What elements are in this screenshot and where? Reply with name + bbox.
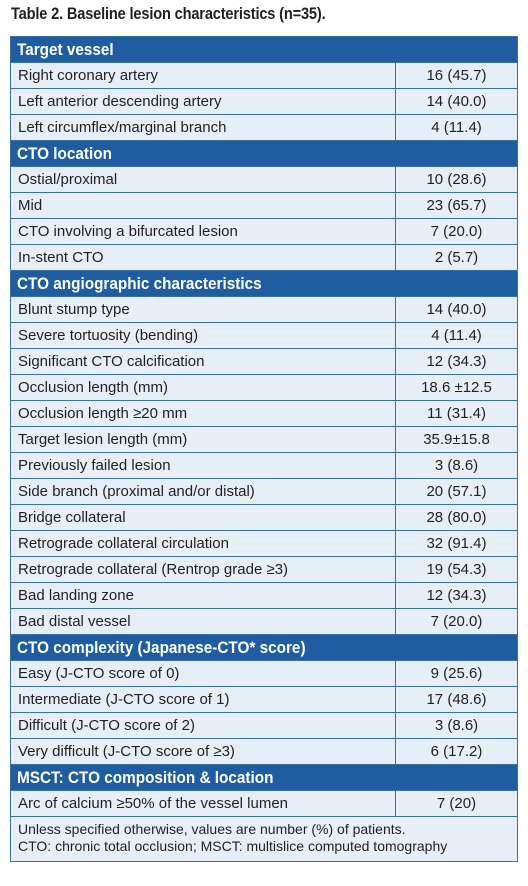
- row-label: Bad distal vessel: [18, 613, 131, 630]
- row-value: 7 (20): [395, 791, 517, 816]
- table-row: Right coronary artery 16 (45.7): [11, 63, 517, 88]
- row-label: In-stent CTO: [18, 249, 104, 266]
- row-value: 14 (40.0): [395, 89, 517, 114]
- footnote-line: CTO: chronic total occlusion; MSCT: mult…: [18, 838, 448, 854]
- table-row: Intermediate (J-CTO score of 1) 17 (48.6): [11, 687, 517, 712]
- section-header: CTO location: [11, 141, 517, 166]
- table-row: Target lesion length (mm) 35.9±15.8: [11, 427, 517, 452]
- row-value: 11 (31.4): [395, 401, 517, 426]
- table-footnote: Unless specified otherwise, values are n…: [11, 817, 517, 861]
- row-value: 7 (20.0): [395, 219, 517, 244]
- row-value: 16 (45.7): [395, 63, 517, 88]
- row-label: Blunt stump type: [18, 301, 130, 318]
- row-value: 23 (65.7): [395, 193, 517, 218]
- row-label: Mid: [18, 197, 43, 214]
- row-label: Very difficult (J-CTO score of ≥3): [18, 743, 235, 760]
- row-value: 4 (11.4): [395, 323, 517, 348]
- row-label: Previously failed lesion: [18, 457, 171, 474]
- section-title: CTO angiographic characteristics: [17, 274, 262, 293]
- table-caption: Table 2. Baseline lesion characteristics…: [11, 4, 326, 23]
- table-row: Bridge collateral 28 (80.0): [11, 505, 517, 530]
- table-row: Significant CTO calcification 12 (34.3): [11, 349, 517, 374]
- row-label: Bridge collateral: [18, 509, 126, 526]
- row-label: Occlusion length (mm): [18, 379, 169, 396]
- section-header: Target vessel: [11, 37, 517, 62]
- section-title: MSCT: CTO composition & location: [17, 768, 274, 787]
- row-value: 12 (34.3): [395, 349, 517, 374]
- section-header: CTO complexity (Japanese-CTO* score): [11, 635, 517, 660]
- row-value: 7 (20.0): [395, 609, 517, 634]
- table-row: Bad landing zone 12 (34.3): [11, 583, 517, 608]
- table-row: Previously failed lesion 3 (8.6): [11, 453, 517, 478]
- row-label: Ostial/proximal: [18, 171, 118, 188]
- lesion-characteristics-table: Target vessel Right coronary artery 16 (45…: [10, 36, 518, 862]
- table-row: Left circumflex/marginal branch 4 (11.4): [11, 115, 517, 140]
- row-value: 9 (25.6): [395, 661, 517, 686]
- row-value: 35.9±15.8: [395, 427, 517, 452]
- section-title: Target vessel: [17, 40, 114, 59]
- row-label: Severe tortuosity (bending): [18, 327, 199, 344]
- row-value: 3 (8.6): [395, 713, 517, 738]
- table-row: Easy (J-CTO score of 0) 9 (25.6): [11, 661, 517, 686]
- row-label: Target lesion length (mm): [18, 431, 188, 448]
- row-value: 20 (57.1): [395, 479, 517, 504]
- row-label: Right coronary artery: [18, 67, 159, 84]
- row-value: 18.6 ±12.5: [395, 375, 517, 400]
- row-value: 12 (34.3): [395, 583, 517, 608]
- table-row: CTO involving a bifurcated lesion 7 (20.0…: [11, 219, 517, 244]
- table-row: Very difficult (J-CTO score of ≥3) 6 (17.…: [11, 739, 517, 764]
- section-header: MSCT: CTO composition & location: [11, 765, 517, 790]
- row-value: 32 (91.4): [395, 531, 517, 556]
- row-value: 17 (48.6): [395, 687, 517, 712]
- table-row: In-stent CTO 2 (5.7): [11, 245, 517, 270]
- table-row: Occlusion length ≥20 mm 11 (31.4): [11, 401, 517, 426]
- row-label: Significant CTO calcification: [18, 353, 205, 370]
- footnote-line: Unless specified otherwise, values are n…: [18, 821, 406, 837]
- row-value: 2 (5.7): [395, 245, 517, 270]
- table-row: Severe tortuosity (bending) 4 (11.4): [11, 323, 517, 348]
- row-label: Easy (J-CTO score of 0): [18, 665, 180, 682]
- row-label: Side branch (proximal and/or distal): [18, 483, 255, 500]
- table-row: Left anterior descending artery 14 (40.0): [11, 89, 517, 114]
- row-value: 28 (80.0): [395, 505, 517, 530]
- section-title: CTO location: [17, 144, 112, 163]
- table-row: Ostial/proximal 10 (28.6): [11, 167, 517, 192]
- row-label: Intermediate (J-CTO score of 1): [18, 691, 230, 708]
- table-row: Retrograde collateral (Rentrop grade ≥3)…: [11, 557, 517, 582]
- row-label: Arc of calcium ≥50% of the vessel lumen: [18, 795, 289, 812]
- row-label: Bad landing zone: [18, 587, 134, 604]
- row-label: Retrograde collateral (Rentrop grade ≥3): [18, 561, 289, 578]
- table-row: Blunt stump type 14 (40.0): [11, 297, 517, 322]
- row-value: 10 (28.6): [395, 167, 517, 192]
- row-label: CTO involving a bifurcated lesion: [18, 223, 238, 240]
- row-label: Retrograde collateral circulation: [18, 535, 229, 552]
- row-label: Left anterior descending artery: [18, 93, 222, 110]
- table-row: Mid 23 (65.7): [11, 193, 517, 218]
- row-label: Occlusion length ≥20 mm: [18, 405, 188, 422]
- row-value: 6 (17.2): [395, 739, 517, 764]
- table-row: Side branch (proximal and/or distal) 20 (…: [11, 479, 517, 504]
- table-row: Occlusion length (mm) 18.6 ±12.5: [11, 375, 517, 400]
- table-row: Difficult (J-CTO score of 2) 3 (8.6): [11, 713, 517, 738]
- row-label: Left circumflex/marginal branch: [18, 119, 227, 136]
- row-value: 14 (40.0): [395, 297, 517, 322]
- row-value: 3 (8.6): [395, 453, 517, 478]
- table-row: Retrograde collateral circulation 32 (91.…: [11, 531, 517, 556]
- row-value: 4 (11.4): [395, 115, 517, 140]
- table-row: Bad distal vessel 7 (20.0): [11, 609, 517, 634]
- section-title: CTO complexity (Japanese-CTO* score): [17, 638, 306, 657]
- row-label: Difficult (J-CTO score of 2): [18, 717, 195, 734]
- table-row: Arc of calcium ≥50% of the vessel lumen 7…: [11, 791, 517, 816]
- section-header: CTO angiographic characteristics: [11, 271, 517, 296]
- row-value: 19 (54.3): [395, 557, 517, 582]
